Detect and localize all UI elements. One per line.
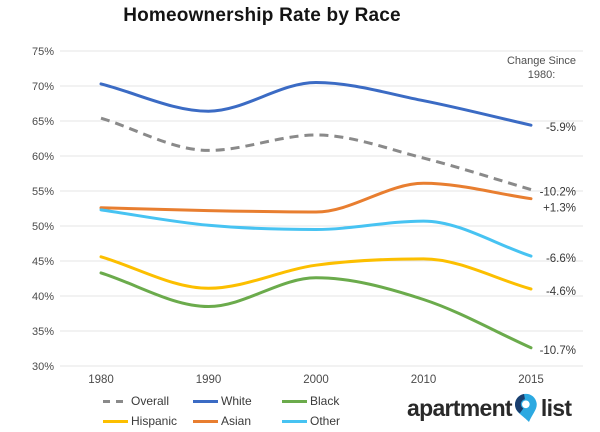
legend-item-white: White: [193, 394, 252, 408]
y-axis-tick-label: 55%: [32, 186, 54, 198]
legend-swatch-white: [193, 399, 218, 403]
legend-label: Overall: [131, 394, 170, 408]
legend-item-other: Other: [282, 414, 341, 428]
y-axis-tick-label: 40%: [32, 291, 54, 303]
change-label-black: -10.7%: [540, 345, 576, 357]
legend-item-black: Black: [282, 394, 340, 408]
x-axis-tick-label: 1990: [196, 374, 222, 386]
chart-title: Homeownership Rate by Race: [123, 5, 401, 26]
series-line-hispanic: [99, 255, 533, 291]
logo-word-list: list: [540, 394, 572, 421]
legend-label: Asian: [221, 414, 252, 428]
legend-swatch-black: [282, 399, 307, 403]
series-line-overall: [100, 116, 532, 192]
x-axis-tick-label: 1980: [88, 374, 114, 386]
change-label-asian: +1.3%: [543, 203, 576, 215]
series-line-white: [99, 81, 533, 127]
legend-swatch-asian: [193, 419, 218, 423]
legend-label: White: [221, 394, 252, 408]
legend-label: Hispanic: [131, 414, 178, 428]
change-since-header: Change Since 1980:: [500, 55, 583, 82]
y-axis-tick-label: 70%: [32, 81, 54, 93]
legend-item-asian: Asian: [193, 414, 252, 428]
legend-swatch-other: [282, 419, 307, 423]
apartmentlist-logo: apartment list: [407, 392, 572, 424]
change-label-hispanic: -4.6%: [546, 286, 576, 298]
y-axis-tick-label: 30%: [32, 361, 54, 373]
logo-word-apartment: apartment: [407, 394, 513, 421]
change-label-overall: -10.2%: [540, 187, 576, 199]
legend-swatch-hispanic: [103, 419, 128, 423]
change-label-other: -6.6%: [546, 253, 576, 265]
legend-swatch-overall: [103, 399, 128, 403]
y-axis-tick-label: 65%: [32, 116, 54, 128]
x-axis-tick-label: 2000: [303, 374, 329, 386]
series-line-black: [99, 271, 533, 350]
change-label-white: -5.9%: [546, 122, 576, 134]
legend-item-overall: Overall: [103, 394, 170, 408]
x-axis-tick-label: 2015: [518, 374, 544, 386]
map-pin-icon: [514, 393, 537, 422]
change-since-line1: Change Since: [506, 55, 577, 67]
series-line-other: [99, 208, 533, 258]
y-axis-tick-label: 35%: [32, 326, 54, 338]
y-axis-tick-label: 50%: [32, 221, 54, 233]
y-axis-tick-label: 60%: [32, 151, 54, 163]
legend-label: Other: [310, 414, 341, 428]
change-since-line2: 1980:: [527, 68, 556, 81]
x-axis-tick-label: 2010: [411, 374, 437, 386]
y-axis-tick-label: 75%: [32, 46, 54, 58]
legend-label: Black: [310, 394, 340, 408]
legend-item-hispanic: Hispanic: [103, 414, 178, 428]
y-axis-tick-label: 45%: [32, 256, 54, 268]
series-line-asian: [99, 181, 533, 214]
